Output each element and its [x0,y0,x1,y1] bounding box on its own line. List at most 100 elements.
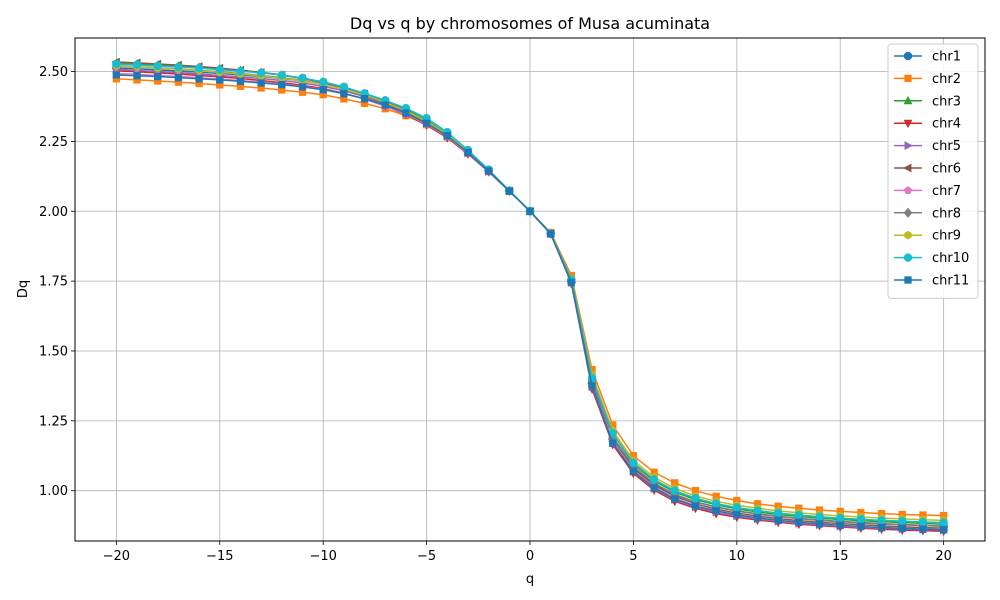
data-point [443,132,451,140]
legend-marker [903,95,913,105]
series-lines [111,57,949,537]
x-tick-label: −20 [103,549,130,564]
data-point [712,507,720,515]
data-point [753,514,762,522]
data-point [939,526,948,534]
data-point [877,516,886,525]
data-point [464,148,472,157]
data-point [835,513,845,523]
x-tick-label: 0 [526,549,534,564]
y-tick-label: 1.50 [39,344,68,359]
data-point [795,518,803,526]
legend-marker [904,141,914,151]
data-point [422,119,431,127]
data-point [774,516,782,524]
legend-label: chr3 [932,94,961,109]
legend-item: chr4 [894,117,961,132]
data-point [857,522,865,531]
data-point [567,278,576,287]
data-point [711,499,721,508]
data-point [733,511,741,519]
data-point [753,506,762,515]
data-point [773,508,783,518]
data-point [174,62,183,72]
data-point [339,82,349,92]
data-point [898,524,906,533]
x-axis-label: q [526,572,534,587]
y-tick-label: 1.25 [39,414,68,429]
data-point [402,109,410,117]
data-point [609,439,617,447]
y-axis-ticks: 1.00 1.25 1.50 1.75 2.00 2.25 2.50 [39,65,75,499]
y-axis-label: Dq [16,280,31,298]
x-tick-label: 15 [832,549,849,564]
y-tick-label: 1.75 [39,275,68,290]
data-point [691,493,700,503]
legend-label: chr6 [932,162,961,177]
data-point [629,467,638,475]
data-point [732,503,742,512]
legend-label: chr5 [932,139,961,154]
data-point [629,458,638,468]
data-point [257,79,265,87]
legend-item: chr11 [894,274,969,289]
y-tick-label: 2.00 [39,205,68,220]
x-tick-label: −15 [206,549,233,564]
legend-marker [903,253,913,262]
data-point [671,495,679,503]
data-point [856,514,866,524]
legend-marker [903,51,913,61]
data-point [195,75,203,83]
legend-item: chr9 [894,229,961,244]
x-tick-label: −10 [309,549,336,564]
legend-item: chr6 [894,162,961,177]
data-point [133,72,141,80]
data-point [836,521,844,530]
data-point [298,83,307,91]
legend-marker [902,163,912,173]
data-point [919,525,927,533]
data-point [588,382,596,390]
legend-item: chr3 [894,94,961,109]
legend-label: chr4 [932,117,961,132]
legend-label: chr10 [932,251,969,266]
data-point [215,65,225,74]
legend-label: chr7 [932,184,961,199]
data-point [318,77,328,87]
legend-item: chr10 [894,251,969,266]
data-point [649,475,659,484]
legend-label: chr2 [932,72,961,87]
chart-title: Dq vs q by chromosomes of Musa acuminata [350,14,710,33]
x-axis-ticks: −20 −15 −10 −5 0 5 10 15 20 [103,541,952,564]
legend-marker [904,276,912,284]
x-tick-label: 5 [629,549,637,564]
data-point [484,167,493,175]
data-point [526,207,534,215]
x-tick-label: 20 [935,549,952,564]
data-point [505,187,513,195]
data-point [298,73,307,83]
data-point [277,70,287,80]
data-point [278,81,286,89]
data-point [194,63,204,73]
data-point [794,510,804,520]
data-point [815,520,824,528]
data-point [319,86,327,94]
data-point [340,89,348,98]
legend-label: chr1 [932,50,961,65]
data-point [154,72,162,81]
data-point [547,230,555,238]
legend-marker [904,74,912,83]
legend-marker [903,186,913,194]
legend-item: chr2 [894,72,961,87]
legend-marker [904,230,912,240]
data-point [939,518,948,527]
data-point [815,512,824,521]
data-point [236,77,245,85]
legend: chr1 chr2 chr3 chr4 chr5 chr6 chr7 chr8 chr9 chr1… [887,43,979,299]
data-point [216,76,224,84]
data-point [236,67,245,76]
x-tick-label: −5 [417,549,436,564]
series-chr11 [112,71,948,534]
data-point [112,71,121,79]
